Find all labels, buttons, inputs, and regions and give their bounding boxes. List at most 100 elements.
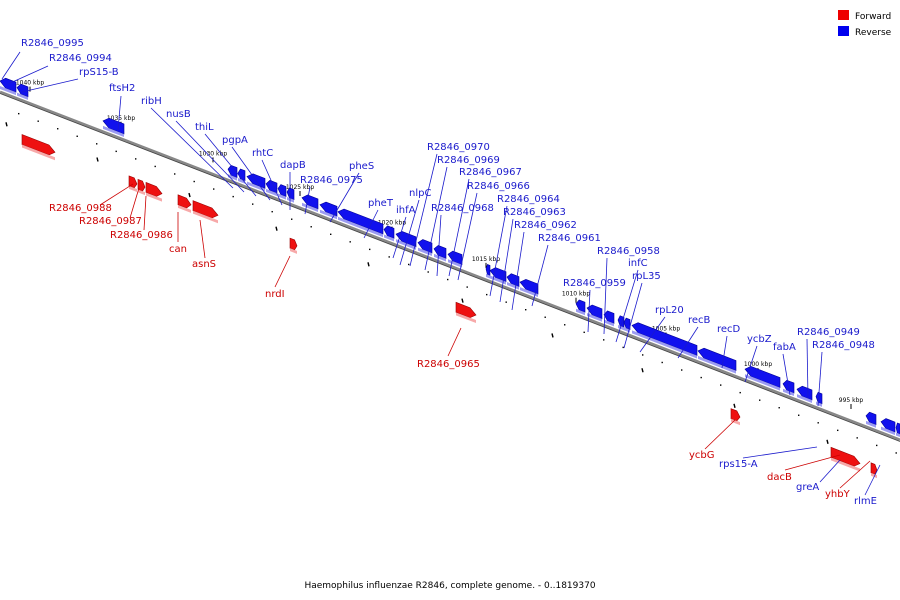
gene-label: dacB — [767, 472, 792, 483]
ruler-dot — [778, 407, 780, 409]
legend: Forward Reverse — [838, 10, 892, 38]
gene-feature-shadow — [587, 312, 602, 322]
gene-leader-line — [199, 219, 206, 259]
gene-leader-line — [499, 218, 514, 303]
gene-label: infC — [628, 258, 648, 269]
gene-leader-line — [274, 255, 291, 288]
reverse-gene-feature — [586, 304, 603, 320]
gene-feature-shadow — [278, 193, 286, 200]
forward-gene-feature — [730, 408, 741, 422]
gene-leader-line — [819, 459, 841, 483]
gene-leader-line — [150, 107, 234, 189]
gene-label: R2846_0986 — [110, 230, 173, 241]
forward-gene-feature — [177, 194, 192, 209]
gene-feature-shadow — [698, 355, 736, 374]
gene-leader-line — [99, 183, 134, 206]
gene-feature-shadow — [896, 432, 900, 437]
gene-feature-shadow — [384, 234, 394, 242]
ruler-dot — [213, 188, 215, 190]
gene-feature-shadow — [745, 374, 780, 391]
gene-label: R2846_0949 — [797, 327, 860, 338]
gene-label: nrdI — [265, 289, 285, 300]
ruler-tick-label: 1040 kbp — [16, 80, 44, 87]
gene-feature-shadow — [146, 192, 162, 202]
gene-feature-shadow — [434, 253, 446, 262]
ruler-dot — [720, 384, 722, 386]
gene-leader-line — [129, 187, 140, 219]
ruler-dot — [486, 293, 488, 296]
gene-feature-shadow — [456, 312, 476, 324]
ruler-minor-tick — [641, 368, 644, 373]
ruler-dot — [798, 414, 800, 416]
gene-leader-line — [424, 166, 448, 271]
gene-leader-line — [742, 446, 818, 459]
gene-leader-line — [511, 231, 525, 311]
ruler-tick-label: 1005 kbp — [652, 326, 680, 333]
gene-label: R2846_0970 — [427, 142, 490, 153]
gene-feature-shadow — [103, 125, 124, 137]
gene-feature-shadow — [290, 248, 297, 254]
ruler-dot — [18, 112, 20, 115]
gene-feature-shadow — [448, 259, 462, 268]
ruler-dot — [174, 173, 176, 175]
ruler-tick-label: 1035 kbp — [107, 115, 135, 122]
ruler-dot — [232, 195, 234, 198]
ruler-dot — [252, 203, 254, 205]
gene-features — [0, 77, 900, 479]
gene-label: ihfA — [396, 205, 416, 216]
ruler-minor-tick — [5, 122, 8, 127]
ruler-dot — [564, 324, 566, 326]
gene-leader-line — [603, 257, 608, 335]
gene-label: rpL35 — [632, 271, 661, 282]
gene-feature-shadow — [238, 178, 245, 184]
gene-leader-line — [864, 464, 881, 496]
legend-reverse-swatch — [838, 26, 849, 36]
gene-leader-line — [329, 172, 360, 223]
ruler-dot — [642, 354, 644, 356]
gene-feature-shadow — [576, 308, 585, 316]
ruler-dot — [57, 128, 59, 130]
gene-label: R2846_0975 — [300, 175, 363, 186]
gene-label: can — [169, 244, 187, 255]
gene-leader-line — [231, 146, 271, 201]
gene-label: R2846_0994 — [49, 53, 112, 64]
gene-feature-shadow — [0, 86, 16, 96]
forward-gene-feature — [192, 200, 219, 219]
gene-feature-shadow — [881, 426, 895, 436]
forward-gene-feature — [145, 182, 163, 197]
gene-leader-line — [744, 345, 758, 383]
ruler-dot — [856, 437, 858, 439]
gene-feature-shadow — [816, 401, 822, 407]
gene-label: R2846_0995 — [21, 38, 84, 49]
ruler-dots — [18, 112, 897, 454]
gene-leader-line — [21, 78, 79, 93]
reverse-gene-feature — [286, 187, 295, 201]
legend-reverse-label: Reverse — [855, 28, 892, 38]
ruler-dot — [96, 143, 98, 145]
reverse-gene-feature — [489, 267, 507, 283]
reverse-gene-feature — [519, 279, 539, 295]
reverse-gene-feature — [895, 422, 900, 435]
ruler-dot — [876, 444, 878, 447]
ruler-dot — [759, 399, 761, 401]
forward-gene-feature — [830, 446, 861, 467]
ruler-dot — [37, 120, 39, 122]
gene-leader-line — [839, 460, 871, 489]
ruler-dot — [505, 301, 507, 303]
ruler-dot — [895, 452, 897, 454]
gene-feature-shadow — [193, 210, 218, 224]
reverse-gene-feature — [277, 184, 287, 198]
reverse-gene-feature — [447, 250, 463, 266]
legend-forward-label: Forward — [855, 12, 891, 22]
gene-feature-shadow — [22, 144, 55, 161]
ruler-dot — [544, 316, 546, 318]
gene-leader-line — [409, 153, 438, 267]
gene-label: R2846_0959 — [563, 278, 626, 289]
gene-leader-line — [399, 199, 420, 266]
gene-label: ftsH2 — [109, 83, 135, 94]
ruler-dot — [739, 391, 741, 394]
ruler-minor-tick — [96, 157, 99, 162]
map-caption: Haemophilus influenzae R2846, complete g… — [304, 581, 595, 591]
gene-leader-line — [721, 335, 728, 369]
genome-backbone-edge — [0, 93, 900, 442]
